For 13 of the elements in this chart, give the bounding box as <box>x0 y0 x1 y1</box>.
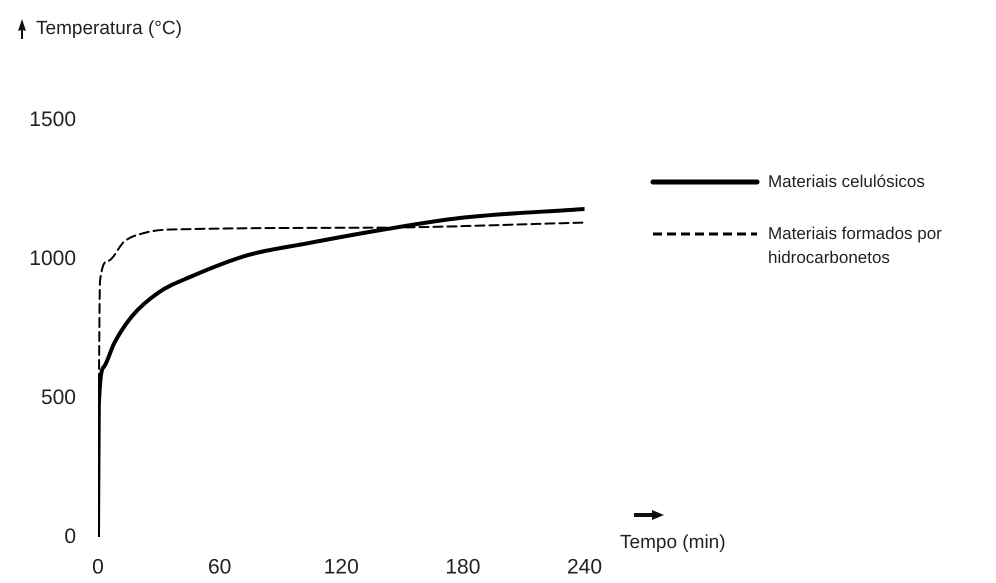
text: Materiais celulósicos <box>768 171 926 193</box>
x-tick-label: 180 <box>445 555 480 578</box>
x-axis-title: Tempo (min) <box>620 532 726 554</box>
y-tick-label: 500 <box>40 386 76 409</box>
text: Materiais formados por hidrocarbonetos <box>768 223 943 269</box>
y-axis-title: Temperatura (°C) <box>36 18 182 40</box>
x-tick-label: 240 <box>566 555 602 578</box>
y-tick-label: 1500 <box>29 108 76 131</box>
x-tick-label: 0 <box>92 555 104 578</box>
y-tick-label: 1000 <box>29 246 76 270</box>
x-tick-label: 60 <box>208 555 232 578</box>
y-tick-label: 0 <box>64 524 76 548</box>
x-tick-label: 120 <box>324 555 359 578</box>
